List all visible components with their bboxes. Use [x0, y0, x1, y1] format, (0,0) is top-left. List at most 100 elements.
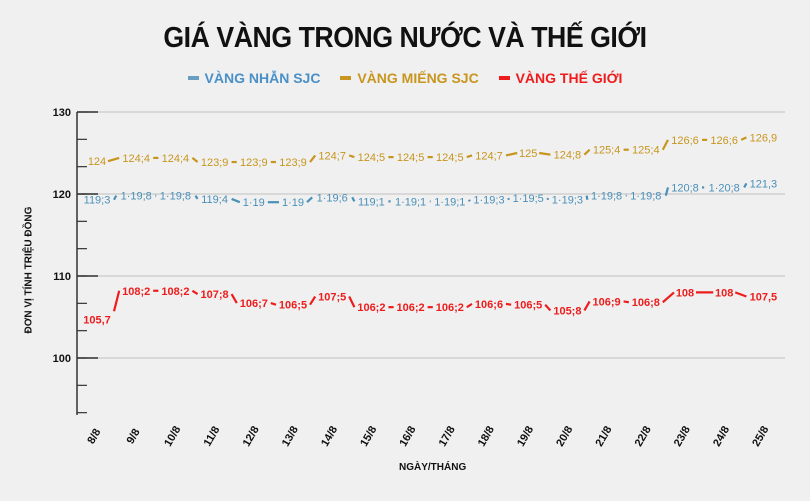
- data-label: 126;6: [710, 135, 738, 147]
- data-label: 106;2: [397, 302, 425, 314]
- data-label: 123;9: [201, 157, 229, 169]
- series-segment: [194, 195, 199, 200]
- legend-label: VÀNG THẾ GIỚI: [515, 70, 623, 86]
- data-label: 106;6: [475, 299, 503, 311]
- legend-swatch-icon: [498, 76, 510, 81]
- y-tick-label: 110: [53, 271, 71, 283]
- data-label: 1·20;8: [709, 182, 740, 194]
- data-label: 124;5: [436, 152, 464, 164]
- data-label: 124;5: [358, 152, 386, 164]
- chart-title: GIÁ VÀNG TRONG NƯỚC VÀ THẾ GIỚI: [163, 22, 647, 54]
- data-label: 107,5: [750, 292, 778, 304]
- data-label: 1·19;3: [552, 195, 583, 207]
- x-tick-label: 13/8: [280, 424, 301, 449]
- data-label: 124: [88, 156, 106, 168]
- data-label: 123;9: [279, 157, 307, 169]
- data-label: 106;8: [632, 297, 660, 309]
- data-label: 108;2: [122, 286, 150, 298]
- x-tick-label: 24/8: [711, 424, 732, 449]
- series-0: 119;3 1·19;8 1·19;8 119;4 1·19 1·19 1·19;6 119;…: [84, 178, 778, 209]
- series-segment: [539, 151, 551, 156]
- series-1: 124 124;4 124;4 123;9 123;9 123;9 124;7 124;5 12…: [88, 132, 777, 169]
- data-label: 119;1: [358, 196, 385, 208]
- series-segment: [507, 197, 510, 201]
- series-segment: [734, 291, 747, 298]
- y-tick-label: 130: [53, 107, 71, 119]
- x-tick-label: 21/8: [593, 424, 614, 449]
- x-axis-title: NGÀY/THÁNG: [399, 462, 467, 473]
- data-label: 108: [676, 287, 694, 299]
- data-label: 125;4: [593, 145, 621, 157]
- data-label: 119;4: [201, 194, 228, 206]
- data-label: 108;2: [161, 286, 189, 298]
- series-segment: [112, 290, 121, 312]
- series-segment: [505, 151, 518, 157]
- data-label: 105,7: [83, 314, 111, 326]
- data-label: 1·19: [243, 197, 265, 209]
- data-label: 106;2: [357, 302, 385, 314]
- data-label: 124;5: [397, 152, 425, 164]
- series-segment: [351, 196, 356, 202]
- legend-swatch-icon: [187, 76, 199, 81]
- data-label: 106;5: [279, 300, 307, 312]
- series-segment: [468, 199, 471, 202]
- data-label: 1·19;6: [317, 192, 348, 204]
- x-tick-label: 23/8: [672, 424, 693, 449]
- data-label: 123;9: [240, 157, 268, 169]
- legend-label: VÀNG NHẪN SJC: [204, 70, 321, 86]
- data-label: 124;4: [162, 153, 190, 165]
- data-label: 106;9: [593, 296, 621, 308]
- x-tick-label: 19/8: [515, 424, 536, 449]
- x-tick-label: 14/8: [319, 424, 340, 449]
- data-label: 105;8: [553, 305, 581, 317]
- data-label: 1·19: [282, 197, 304, 209]
- series-segment: [191, 157, 199, 163]
- data-label: 1·19;1: [395, 196, 426, 208]
- data-label: 1·19;8: [591, 191, 622, 203]
- series-segment: [230, 293, 238, 304]
- x-tick-label: 15/8: [358, 424, 379, 449]
- data-label: 125: [519, 148, 537, 160]
- series-segment: [743, 182, 748, 188]
- series-segment: [583, 148, 591, 156]
- data-label: 1·19;3: [473, 195, 504, 207]
- y-tick-label: 120: [53, 189, 71, 201]
- x-tick-label: 22/8: [633, 424, 654, 449]
- series-segment: [309, 295, 317, 306]
- x-tick-label: 9/8: [125, 427, 143, 446]
- data-label: 126;6: [671, 135, 699, 147]
- legend: VÀNG NHẪN SJC VÀNG MIẾNG SJC VÀNG THẾ GI…: [0, 70, 810, 86]
- data-label: 107;5: [318, 292, 346, 304]
- x-tick-label: 18/8: [476, 424, 497, 449]
- data-label: 124;7: [475, 150, 503, 162]
- data-label: 108: [715, 287, 733, 299]
- data-label: 124;7: [318, 150, 346, 162]
- series-segment: [231, 197, 241, 204]
- x-tick-label: 16/8: [397, 424, 418, 449]
- series-2: 105,7 108;2 108;2 107;8 106;7 106;5 107;5 106;2…: [83, 286, 777, 327]
- series-segment: [107, 156, 120, 163]
- series-segment: [309, 154, 317, 163]
- x-tick-label: 12/8: [241, 424, 262, 449]
- data-label: 124;8: [554, 150, 582, 162]
- legend-item-nhan-sjc: VÀNG NHẪN SJC: [187, 70, 321, 86]
- data-label: 1·19;8: [121, 191, 152, 203]
- data-label: 1·19;8: [160, 191, 191, 203]
- x-tick-label: 8/8: [85, 427, 103, 446]
- data-label: 1·19;1: [434, 196, 465, 208]
- series-segment: [113, 195, 118, 201]
- series-segment: [662, 291, 675, 304]
- series-segment: [466, 154, 473, 159]
- series-segment: [623, 300, 629, 304]
- series-segment: [585, 195, 589, 200]
- data-label: 106;5: [514, 300, 542, 312]
- legend-item-the-gioi: VÀNG THẾ GIỚI: [498, 70, 623, 86]
- series-segment: [740, 136, 747, 141]
- legend-label: VÀNG MIẾNG SJC: [357, 70, 479, 86]
- series-segment: [544, 303, 552, 312]
- x-tick-label: 20/8: [554, 424, 575, 449]
- data-label: 1·19;8: [630, 191, 661, 203]
- legend-item-mieng-sjc: VÀNG MIẾNG SJC: [340, 70, 479, 86]
- series-segment: [348, 296, 356, 308]
